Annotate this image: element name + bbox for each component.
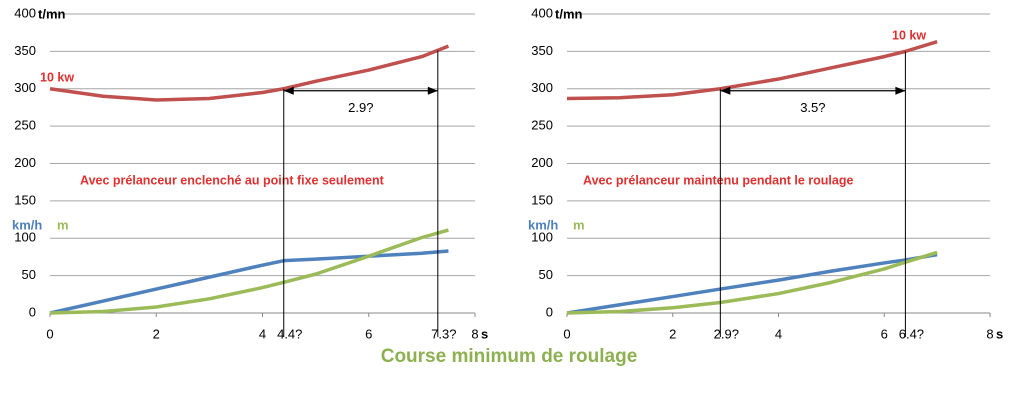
arrow-head: [283, 86, 294, 95]
legend-label: km/h: [12, 217, 42, 232]
marker-label: 7.3?: [431, 326, 456, 341]
x-tick-label: 0: [563, 326, 570, 341]
marker-label: 4.4?: [277, 326, 302, 341]
series-line: [566, 252, 938, 315]
legend-label: m: [573, 217, 585, 232]
x-tick-label: 2: [153, 326, 160, 341]
x-tick-label: 2: [669, 326, 676, 341]
x-tick-label: 8: [986, 326, 993, 341]
legend-label: m: [57, 217, 69, 232]
legend-label: km/h: [528, 217, 558, 232]
y-tick-label: 100: [14, 230, 36, 245]
y-unit: t/mn: [38, 6, 66, 21]
y-tick-label: 150: [14, 192, 36, 207]
y-tick-label: 50: [22, 267, 36, 282]
arrow-head: [895, 86, 906, 95]
caption: Course minimum de roulage: [381, 346, 638, 367]
arrow-head: [720, 86, 731, 95]
span-label: 3.5?: [800, 100, 825, 115]
y-tick-label: 200: [531, 155, 553, 170]
x-tick-label: 4: [259, 326, 266, 341]
span-label: 2.9?: [348, 100, 373, 115]
y-tick-label: 250: [14, 118, 36, 133]
marker-label: 6.4?: [899, 326, 924, 341]
y-tick-label: 200: [14, 155, 36, 170]
subtitle: Avec prélanceur enclenché au point fixe …: [80, 173, 385, 187]
x-unit: s: [481, 326, 488, 341]
power-label: 10 kw: [40, 70, 74, 84]
y-tick-label: 0: [29, 304, 36, 319]
series-line: [49, 249, 449, 315]
subtitle: Avec prélanceur maintenu pendant le roul…: [583, 173, 853, 187]
y-unit: t/mn: [555, 6, 583, 21]
y-tick-label: 50: [539, 267, 553, 282]
y-tick-label: 100: [531, 230, 553, 245]
y-tick-label: 150: [531, 192, 553, 207]
y-tick-label: 350: [14, 43, 36, 58]
series-line: [49, 228, 449, 315]
series-line: [566, 250, 938, 315]
marker-label: 2.9?: [714, 326, 739, 341]
y-tick-label: 400: [14, 5, 36, 20]
y-tick-label: 400: [531, 5, 553, 20]
y-tick-label: 350: [531, 43, 553, 58]
x-tick-label: 4: [775, 326, 782, 341]
x-unit: s: [996, 326, 1003, 341]
x-tick-label: 6: [365, 326, 372, 341]
series-line: [49, 44, 450, 102]
power-label: 10 kw: [892, 28, 926, 42]
series-line: [566, 39, 938, 101]
x-tick-label: 8: [471, 326, 478, 341]
y-tick-label: 300: [14, 80, 36, 95]
y-tick-label: 250: [531, 118, 553, 133]
arrow-head: [427, 86, 438, 95]
x-tick-label: 6: [881, 326, 888, 341]
y-tick-label: 300: [531, 80, 553, 95]
y-tick-label: 0: [546, 304, 553, 319]
x-tick-label: 0: [46, 326, 53, 341]
